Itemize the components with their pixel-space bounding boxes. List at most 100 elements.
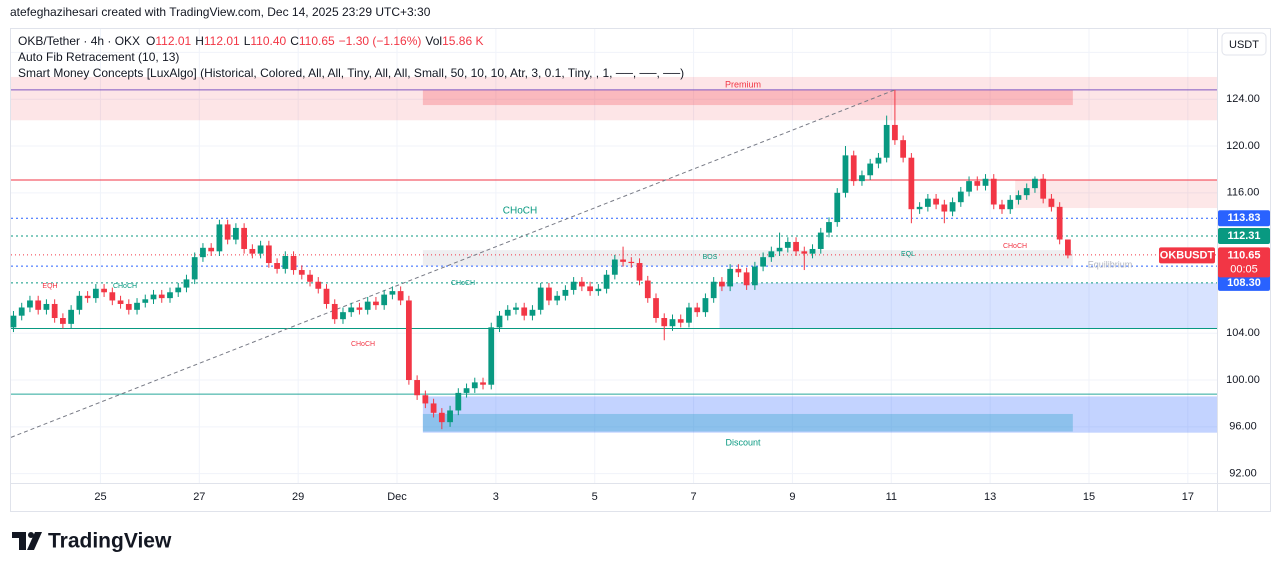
candle-body	[784, 241, 791, 248]
legend-value: 112.01	[155, 34, 191, 48]
candle-body	[982, 178, 989, 186]
candle-body	[908, 157, 915, 210]
candle-body	[241, 227, 248, 249]
candle-body	[35, 300, 42, 310]
candle-body	[776, 247, 783, 252]
candle-body	[331, 303, 338, 320]
indicator: Smart Money Concepts [LuxAlgo] (Historic…	[18, 66, 684, 80]
price-label: 108.30	[1227, 277, 1261, 289]
candle-body	[842, 155, 849, 193]
candle-body	[216, 224, 223, 252]
candle-body	[84, 295, 91, 299]
candle-body	[1056, 206, 1063, 240]
candle-body	[875, 157, 882, 164]
unit-button[interactable]	[1221, 32, 1267, 56]
candle-body	[1032, 178, 1038, 189]
countdown: 00:05	[1230, 263, 1258, 275]
x-tick-label: 11	[886, 491, 897, 503]
y-tick-label: 120.00	[1226, 140, 1260, 152]
x-tick-label: 9	[789, 491, 795, 503]
last-price: 110.65	[1227, 249, 1260, 261]
candle-body	[727, 268, 734, 287]
candle-body	[496, 315, 503, 328]
candle-body	[1023, 188, 1030, 196]
candle-body	[480, 382, 486, 385]
price-label: 113.83	[1227, 212, 1260, 224]
candle-body	[611, 259, 618, 275]
candle-body	[323, 288, 330, 304]
candle-body	[117, 300, 124, 304]
x-tick-label: 25	[94, 491, 106, 503]
candle-body	[883, 124, 890, 158]
candle-body	[10, 315, 17, 328]
candle-body	[447, 410, 453, 423]
candle-body	[710, 281, 717, 299]
zone	[422, 413, 1073, 432]
candle-body	[471, 382, 478, 389]
candle-body	[381, 294, 388, 306]
annotation: Premium	[725, 79, 761, 89]
candle-body	[233, 227, 239, 240]
candle-body	[751, 266, 758, 286]
candle-body	[389, 291, 396, 295]
candle-body	[867, 163, 874, 176]
candle-body	[422, 395, 429, 404]
legend-value: 110.40	[250, 34, 286, 48]
candle-body	[167, 292, 173, 299]
candle-body	[628, 261, 635, 264]
candle-body	[43, 303, 50, 310]
candle-body	[760, 257, 766, 267]
candle-body	[134, 302, 140, 310]
candle-body	[809, 248, 816, 254]
candle-body	[208, 247, 215, 252]
candle-body	[957, 191, 964, 203]
legend-key: H	[195, 34, 204, 48]
candle-body	[924, 198, 931, 207]
candle-body	[570, 281, 577, 290]
candle-body	[414, 380, 421, 396]
y-tick-label: 104.00	[1226, 327, 1260, 339]
candle-body	[27, 300, 33, 308]
annotation: CHoCH	[451, 280, 475, 287]
change: −1.30 (−1.16%)	[339, 34, 422, 48]
candle-body	[348, 307, 355, 313]
x-tick-label: 27	[193, 491, 205, 503]
candle-body	[356, 307, 363, 310]
legend-key: L	[244, 34, 251, 48]
candle-body	[653, 298, 659, 319]
candle-body	[1040, 178, 1047, 199]
candle-body	[109, 292, 116, 301]
zone	[422, 250, 1073, 267]
candle-body	[826, 222, 832, 233]
plot: 128.00124.00120.00116.00104.00100.0096.0…	[10, 29, 1270, 503]
candle-body	[859, 175, 865, 182]
candle-body	[373, 301, 379, 306]
price-label-box	[1218, 210, 1270, 227]
candle-body	[554, 295, 561, 301]
candle-body	[587, 286, 593, 292]
legend-value: 112.01	[204, 34, 240, 48]
candle-body	[463, 388, 470, 393]
candle-body	[933, 198, 939, 205]
candle-body	[817, 232, 824, 249]
candle-body	[990, 178, 997, 205]
candle-body	[644, 280, 651, 299]
symbol-box	[1159, 247, 1215, 264]
candle-body	[298, 270, 305, 275]
candle-body	[60, 318, 66, 324]
candle-body	[51, 303, 58, 319]
candle-body	[834, 192, 841, 223]
symbol: OKB/Tether · 4h · OKX	[18, 34, 140, 48]
x-tick-label: 15	[1083, 491, 1095, 503]
candle-body	[562, 289, 569, 296]
unit[interactable]: USDT	[1229, 39, 1259, 51]
fib-line	[10, 89, 896, 438]
candle-body	[793, 241, 799, 252]
candle-body	[142, 299, 149, 303]
candle-body	[274, 263, 280, 269]
candle-body	[661, 318, 668, 327]
candle-body	[76, 295, 83, 310]
annotation: CHoCH	[351, 341, 375, 348]
y-tick-label: 96.00	[1229, 421, 1257, 433]
volume-key: Vol	[425, 34, 442, 48]
